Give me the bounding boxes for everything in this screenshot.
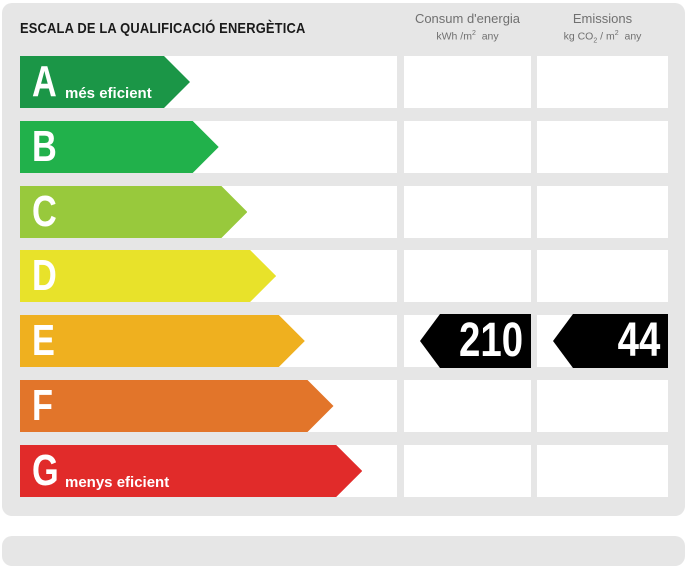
- class-letter: A: [32, 57, 57, 106]
- rating-row-d: D: [20, 250, 668, 303]
- class-arrow-d: [20, 250, 277, 303]
- emissions-unit: kg CO2 / m2 any: [563, 30, 642, 45]
- emissions-value: 44: [617, 314, 660, 368]
- consumption-unit: kWh /m2 any: [436, 30, 499, 43]
- consumption-header: Consum d'energia kWh /m2 any: [404, 11, 531, 44]
- consumption-cell: [404, 250, 531, 303]
- class-arrow-c: [20, 185, 248, 238]
- emissions-cell: [537, 380, 668, 432]
- class-bar-e: E: [20, 315, 305, 368]
- emissions-value-marker: 44: [553, 314, 668, 369]
- class-letter: B: [32, 121, 57, 171]
- consumption-cell: [404, 185, 531, 238]
- rating-row-b: B: [20, 120, 668, 173]
- class-letter: G: [32, 445, 59, 495]
- emissions-cell: [537, 250, 668, 303]
- class-arrow-a: [20, 56, 190, 108]
- class-letter: D: [32, 251, 57, 301]
- consumption-value-marker: 210: [420, 314, 531, 369]
- emissions-cell: [537, 120, 668, 173]
- consumption-cell: [404, 56, 531, 108]
- rating-row-c: C: [20, 185, 668, 238]
- emissions-cell: [537, 444, 668, 497]
- chart-title: ESCALA DE LA QUALIFICACIÓ ENERGÈTICA: [20, 20, 306, 37]
- class-letter: E: [32, 316, 55, 366]
- consumption-cell: [404, 380, 531, 432]
- rating-row-f: F: [20, 380, 668, 432]
- class-bar-b: B: [20, 120, 219, 173]
- rating-row-e: E 210 44: [20, 314, 668, 369]
- consumption-value: 210: [458, 314, 523, 368]
- consumption-label: Consum d'energia: [414, 11, 521, 26]
- emissions-cell: [537, 185, 668, 238]
- class-letter: F: [32, 381, 53, 430]
- emissions-header: Emissions kg CO2 / m2 any: [537, 11, 668, 48]
- class-arrow-f: [20, 380, 334, 432]
- consumption-cell: [404, 444, 531, 497]
- class-arrow-b: [20, 120, 219, 173]
- class-bar-d: D: [20, 250, 277, 303]
- class-description: menys eficient: [65, 473, 170, 491]
- emissions-marker-arrow: [553, 314, 668, 369]
- class-arrow-e: [20, 315, 305, 368]
- class-arrow-g: [20, 444, 363, 497]
- class-bar-f: F: [20, 380, 334, 432]
- class-description: més eficient: [65, 85, 152, 102]
- emissions-label: Emissions: [572, 11, 633, 26]
- lower-panel: [2, 536, 685, 566]
- consumption-marker-arrow: [420, 314, 531, 369]
- emissions-cell: [537, 56, 668, 108]
- consumption-cell: [404, 120, 531, 173]
- class-bar-c: C: [20, 185, 248, 238]
- class-letter: C: [32, 186, 57, 236]
